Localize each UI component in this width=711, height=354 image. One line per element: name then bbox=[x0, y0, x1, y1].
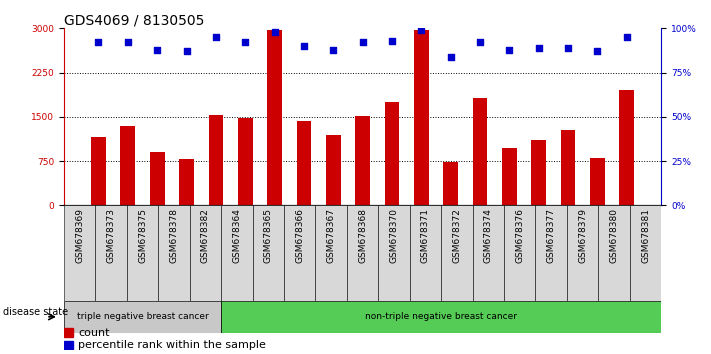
Bar bbox=[619, 90, 634, 205]
Bar bbox=[473, 98, 487, 205]
Bar bbox=[599, 205, 630, 301]
Bar bbox=[64, 328, 73, 337]
Bar bbox=[347, 205, 378, 301]
Point bbox=[621, 34, 632, 40]
Point bbox=[298, 43, 309, 49]
Bar bbox=[316, 205, 347, 301]
Text: GSM678366: GSM678366 bbox=[295, 208, 304, 263]
Bar bbox=[385, 102, 400, 205]
Text: GSM678381: GSM678381 bbox=[641, 208, 650, 263]
Bar bbox=[208, 115, 223, 205]
Text: GSM678375: GSM678375 bbox=[138, 208, 147, 263]
Bar bbox=[414, 30, 429, 205]
Text: GSM678372: GSM678372 bbox=[452, 208, 461, 263]
Bar bbox=[252, 205, 284, 301]
Text: GSM678374: GSM678374 bbox=[484, 208, 493, 263]
Bar bbox=[91, 137, 106, 205]
Text: count: count bbox=[78, 327, 109, 338]
Text: GSM678373: GSM678373 bbox=[107, 208, 116, 263]
Bar bbox=[561, 130, 575, 205]
Bar bbox=[127, 205, 159, 301]
Bar bbox=[179, 159, 194, 205]
Bar bbox=[267, 29, 282, 205]
Point bbox=[240, 40, 251, 45]
Text: percentile rank within the sample: percentile rank within the sample bbox=[78, 340, 266, 350]
Point bbox=[562, 45, 574, 51]
Bar bbox=[442, 205, 473, 301]
Text: non-triple negative breast cancer: non-triple negative breast cancer bbox=[365, 312, 517, 321]
Bar bbox=[630, 205, 661, 301]
Bar bbox=[190, 205, 221, 301]
Text: GSM678380: GSM678380 bbox=[609, 208, 619, 263]
Bar bbox=[296, 121, 311, 205]
Bar bbox=[473, 205, 504, 301]
Text: GSM678371: GSM678371 bbox=[421, 208, 430, 263]
Point bbox=[151, 47, 163, 52]
Point bbox=[386, 38, 397, 44]
Bar bbox=[504, 205, 535, 301]
Point bbox=[210, 34, 222, 40]
Point bbox=[533, 45, 545, 51]
Text: GSM678382: GSM678382 bbox=[201, 208, 210, 263]
Point bbox=[474, 40, 486, 45]
Point bbox=[357, 40, 368, 45]
Text: GSM678370: GSM678370 bbox=[390, 208, 399, 263]
Bar bbox=[567, 205, 599, 301]
Point bbox=[122, 40, 134, 45]
Bar bbox=[221, 301, 661, 333]
Text: GSM678377: GSM678377 bbox=[547, 208, 556, 263]
Bar bbox=[238, 118, 252, 205]
Point bbox=[503, 47, 515, 52]
Text: GSM678367: GSM678367 bbox=[326, 208, 336, 263]
Bar bbox=[284, 205, 316, 301]
Bar bbox=[120, 126, 135, 205]
Point bbox=[416, 27, 427, 33]
Point bbox=[93, 40, 105, 45]
Bar bbox=[531, 141, 546, 205]
Point bbox=[328, 47, 339, 52]
Bar bbox=[159, 205, 190, 301]
Bar bbox=[221, 205, 252, 301]
Bar bbox=[378, 205, 410, 301]
Bar bbox=[590, 158, 605, 205]
Bar bbox=[95, 205, 127, 301]
Text: GSM678365: GSM678365 bbox=[264, 208, 273, 263]
Bar bbox=[64, 341, 73, 349]
Text: disease state: disease state bbox=[4, 307, 68, 317]
Bar bbox=[64, 301, 221, 333]
Bar bbox=[535, 205, 567, 301]
Text: GSM678376: GSM678376 bbox=[515, 208, 524, 263]
Bar bbox=[410, 205, 442, 301]
Bar bbox=[64, 205, 95, 301]
Text: GSM678378: GSM678378 bbox=[169, 208, 178, 263]
Text: GDS4069 / 8130505: GDS4069 / 8130505 bbox=[64, 13, 204, 27]
Point bbox=[269, 29, 280, 35]
Bar bbox=[444, 162, 458, 205]
Point bbox=[592, 48, 603, 54]
Text: GSM678369: GSM678369 bbox=[75, 208, 84, 263]
Text: GSM678379: GSM678379 bbox=[578, 208, 587, 263]
Bar bbox=[356, 116, 370, 205]
Text: GSM678368: GSM678368 bbox=[358, 208, 367, 263]
Point bbox=[181, 48, 192, 54]
Point bbox=[445, 54, 456, 59]
Text: GSM678364: GSM678364 bbox=[232, 208, 241, 263]
Bar bbox=[150, 152, 164, 205]
Bar bbox=[326, 135, 341, 205]
Bar bbox=[502, 148, 517, 205]
Text: triple negative breast cancer: triple negative breast cancer bbox=[77, 312, 208, 321]
